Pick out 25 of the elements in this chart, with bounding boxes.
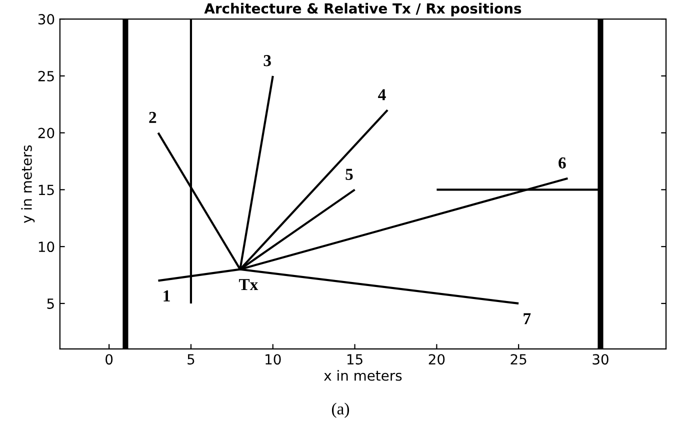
x-axis-title: x in meters [324,370,402,381]
x-tick-label: 20 [428,354,445,365]
annotation: 6 [558,157,566,169]
annotation: 1 [164,290,170,302]
x-tick-label: 30 [592,354,608,365]
annotation: 2 [149,112,156,123]
y-tick-label: 30 [38,14,54,25]
annotation: 7 [524,313,531,324]
annotation: 5 [346,168,353,180]
x-tick-label: 10 [266,354,281,365]
annotation: 3 [264,55,271,66]
x-tick-label: 0 [106,354,113,365]
y-tick-label: 20 [38,128,54,138]
x-tick-label: 25 [510,354,526,365]
annotation: Tx [238,279,258,290]
x-tick-label: 15 [347,354,362,365]
y-tick-label: 10 [38,242,54,252]
chart-title: Architecture & Relative Tx / Rx positions [204,2,522,16]
y-tick-label: 5 [47,298,54,309]
y-axis-title: y in meters [21,145,35,223]
annotation: 4 [378,89,386,100]
text: (a) [332,402,350,418]
y-tick-label: 25 [38,70,54,82]
y-tick-label: 15 [38,184,54,196]
x-tick-label: 5 [188,354,194,365]
